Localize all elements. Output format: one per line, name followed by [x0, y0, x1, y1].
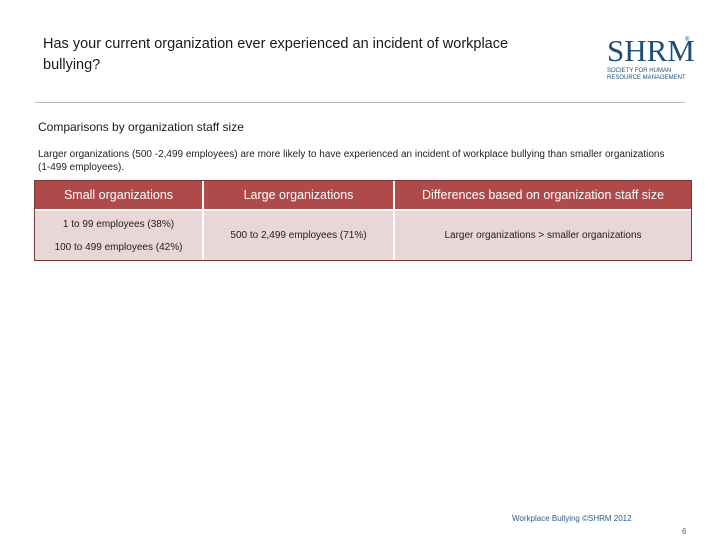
footer-copyright: Workplace Bullying ©SHRM 2012 — [512, 514, 632, 523]
header-small-organizations: Small organizations — [34, 180, 203, 210]
header-large-organizations: Large organizations — [203, 180, 394, 210]
header-differences: Differences based on organization staff … — [394, 180, 692, 210]
slide-title: Has your current organization ever exper… — [43, 36, 509, 73]
cell-difference: Larger organizations > smaller organizat… — [394, 210, 692, 261]
difference-value: Larger organizations > smaller organizat… — [444, 230, 642, 241]
page-number: 6 — [682, 527, 687, 536]
logo-registered-mark: ® — [685, 37, 690, 43]
section-subtitle: Comparisons by organization staff size — [38, 120, 244, 134]
logo-tagline: SOCIETY FOR HUMAN RESOURCE MANAGEMENT — [607, 68, 686, 81]
shrm-logo: SHRM ® SOCIETY FOR HUMAN RESOURCE MANAGE… — [607, 35, 695, 85]
small-org-value-1: 1 to 99 employees (38%) — [62, 218, 175, 230]
cell-large-organizations: 500 to 2,499 employees (71%) — [203, 210, 394, 261]
small-org-value-2: 100 to 499 employees (42%) — [54, 241, 183, 253]
summary-description: Larger organizations (500 -2,499 employe… — [38, 149, 665, 173]
large-org-value: 500 to 2,499 employees (71%) — [230, 230, 367, 241]
cell-small-organizations: 1 to 99 employees (38%) 100 to 499 emplo… — [34, 210, 203, 261]
logo-wordmark: SHRM — [607, 33, 695, 68]
title-divider — [35, 102, 685, 103]
comparison-table: Small organizations Large organizations … — [34, 180, 692, 261]
